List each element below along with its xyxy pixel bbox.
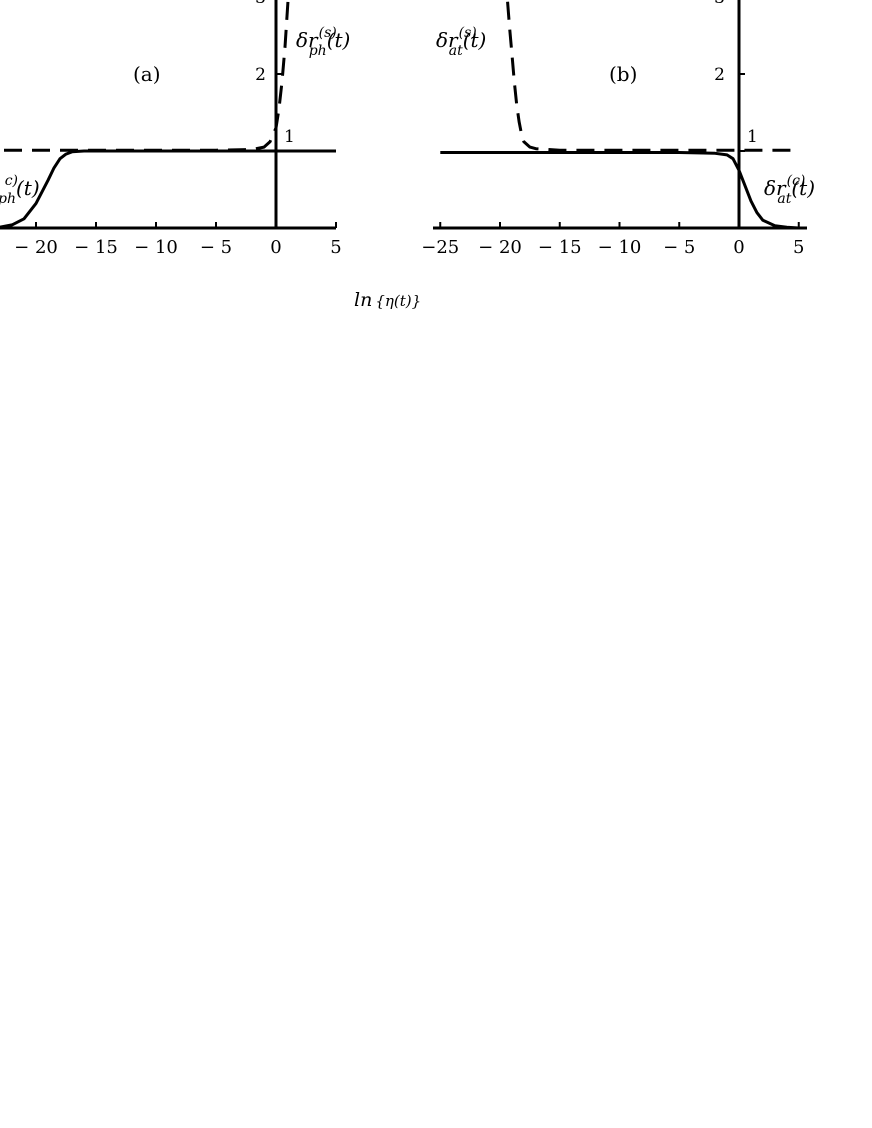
series-line-solid <box>440 151 799 230</box>
x-tick-label: 5 <box>793 237 804 258</box>
y-tick-label: 1 <box>747 127 758 147</box>
x-tick-label: − 20 <box>14 237 58 258</box>
x-axis-label: ln {η(t)} <box>354 289 421 311</box>
series-label-a-c: c)ph(t) <box>0 173 40 207</box>
series-line-dashed <box>0 0 290 152</box>
y-tick-label: 2 <box>714 65 725 85</box>
series-label-b-s: δr(s) at(t) <box>436 25 486 59</box>
panel-label: (b) <box>609 62 637 86</box>
x-tick-label: − 10 <box>598 237 642 258</box>
series-line-solid <box>0 149 336 229</box>
x-tick-label: 0 <box>270 237 281 258</box>
x-tick-label: − 5 <box>663 237 695 258</box>
y-tick-label: 3 <box>714 0 725 8</box>
series-label-a-s: δr(s) ph(t) <box>296 25 350 59</box>
x-tick-label: − 5 <box>200 237 232 258</box>
x-tick-label: −25 <box>421 237 459 258</box>
panel-b: −25 − 20 − 15 − 10 − 5 0 5 1 2 3 (b) <box>421 0 807 258</box>
x-tick-label: − 15 <box>538 237 582 258</box>
x-tick-label: 0 <box>733 237 744 258</box>
y-tick-label: 3 <box>255 0 266 8</box>
x-tick-label: − 10 <box>134 237 178 258</box>
y-tick-label: 1 <box>284 127 295 147</box>
x-tick-label: − 20 <box>478 237 522 258</box>
x-tick-label: 5 <box>330 237 341 258</box>
y-tick-label: 2 <box>255 65 266 85</box>
series-label-b-c: δr(c) at(t) <box>764 173 815 207</box>
series-line-dashed <box>505 0 799 152</box>
panel-a: − 20 − 15 − 10 − 5 0 5 1 2 3 (a) <box>0 0 342 258</box>
x-tick-label: − 15 <box>74 237 118 258</box>
panel-label: (a) <box>133 62 161 86</box>
